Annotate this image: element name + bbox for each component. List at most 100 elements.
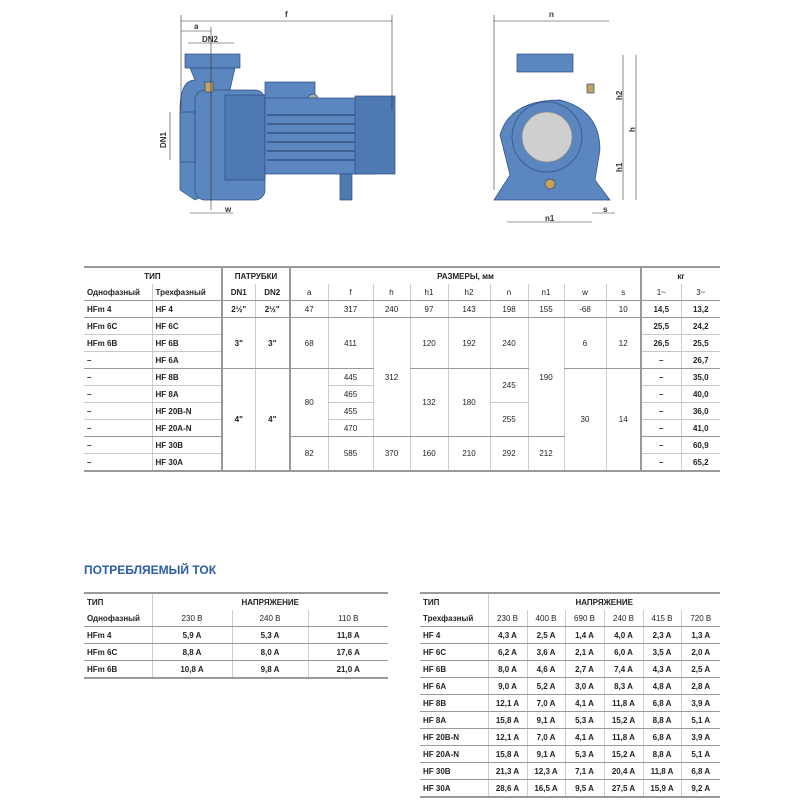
current-cell: 5,3 A	[564, 745, 604, 763]
model-cell: HFm 6C	[84, 643, 152, 661]
cell: HF 8A	[151, 385, 222, 403]
hdr-dn2: DN2	[254, 284, 290, 301]
current-cell: 3,0 A	[564, 677, 604, 695]
cell: 160	[409, 436, 448, 472]
cell: 312	[372, 317, 410, 437]
cell: 465	[327, 385, 373, 403]
dim-w: w	[224, 205, 232, 214]
current-cell: 9,0 A	[487, 677, 527, 695]
hdr-volt: 110 В	[307, 610, 388, 627]
hdr-volt: 240 В	[231, 610, 308, 627]
current-cell: 12,1 A	[487, 694, 527, 712]
model-cell: HF 4	[420, 626, 488, 644]
current-cell: 9,1 A	[526, 745, 565, 763]
current-cell: 21,3 A	[487, 762, 527, 780]
cell: 4"	[221, 368, 255, 472]
current-cell: 12,1 A	[487, 728, 527, 746]
table-row: HF 4 4,3 A 2,5 A 1,4 A 4,0 A 2,3 A 1,3 A	[420, 626, 720, 644]
table-row: HF 30A 28,6 A 16,5 A 9,5 A 27,5 A 15,9 A 9,2 A	[420, 779, 720, 798]
hdr-dims: РАЗМЕРЫ, мм	[289, 267, 641, 284]
model-cell: HF 20B-N	[420, 728, 488, 746]
hdr-dn1: DN1	[221, 284, 255, 301]
pump-drawings: f a DN2 DN1 w n h2 h h1 n1 s	[159, 10, 637, 223]
cell: 97	[409, 300, 448, 318]
current-cell: 15,9 A	[642, 779, 681, 798]
cell: HF 6A	[151, 351, 222, 369]
cell: 120	[409, 317, 448, 369]
hdr-volt: 690 В	[564, 610, 604, 627]
cell: 292	[489, 436, 528, 472]
cell: 155	[527, 300, 564, 318]
section-title: ПОТРЕБЛЯЕМЫЙ ТОК	[84, 563, 217, 577]
hdr-f: f	[327, 284, 373, 301]
cell: 3"	[254, 317, 290, 369]
hdr-h: h	[372, 284, 410, 301]
hdr-three: Трехфазный	[420, 610, 488, 627]
cell: 2½"	[221, 300, 255, 318]
hdr-single: Однофазный	[84, 610, 152, 627]
current-cell: 2,5 A	[526, 626, 565, 644]
hdr-ports: ПАТРУБКИ	[221, 267, 290, 284]
cell: 14	[605, 368, 641, 472]
current-cell: 8,0 A	[487, 660, 527, 678]
hdr-h1: h1	[409, 284, 448, 301]
cell: 210	[447, 436, 490, 472]
current-cell: 4,1 A	[564, 694, 604, 712]
table-row: HFm 6B 10,8 A 9,8 A 21,0 A	[84, 660, 388, 679]
hdr-1ph: 1~	[640, 284, 681, 301]
cell: 4"	[254, 368, 290, 472]
current-cell: 8,8 A	[642, 711, 681, 729]
hdr-volt: 240 В	[603, 610, 643, 627]
current-cell: 5,1 A	[680, 711, 720, 729]
hdr-s: s	[605, 284, 641, 301]
hdr-type: ТИП	[144, 271, 161, 281]
current-cell: 4,6 A	[526, 660, 565, 678]
cell: 411	[327, 317, 373, 369]
cell: –	[640, 436, 681, 454]
current-cell: 15,8 A	[487, 711, 527, 729]
dim-dn1: DN1	[159, 131, 168, 148]
table-row: HF 6A 9,0 A 5,2 A 3,0 A 8,3 A 4,8 A 2,8 A	[420, 677, 720, 695]
current-cell: 5,3 A	[564, 711, 604, 729]
dim-h1: h1	[615, 162, 624, 172]
cell: –	[640, 368, 681, 386]
current-cell: 4,3 A	[642, 660, 681, 678]
cell: –	[84, 419, 152, 437]
table-row: HF 20B-N 12,1 A 7,0 A 4,1 A 11,8 A 6,8 A 3,9 A	[420, 728, 720, 746]
current-cell: 2,0 A	[680, 643, 720, 661]
dim-a: a	[194, 22, 199, 31]
single-phase-current-table: ТИП НАПРЯЖЕНИЕ Однофазный 230 В 240 В 110 В …	[84, 592, 388, 679]
cell: 14,5	[640, 300, 681, 318]
current-cell: 11,8 A	[603, 728, 643, 746]
cell: 212	[527, 436, 564, 472]
hdr-n1: n1	[527, 284, 564, 301]
cell: –	[640, 419, 681, 437]
cell: 198	[489, 300, 528, 318]
cell: 26,7	[680, 351, 720, 369]
cell: 35,0	[680, 368, 720, 386]
cell: –	[84, 436, 152, 454]
cell: HFm 6C	[84, 317, 152, 335]
current-cell: 16,5 A	[526, 779, 565, 798]
cell: HFm 4	[84, 300, 152, 318]
table-row: HF 8B 12,1 A 7,0 A 4,1 A 11,8 A 6,8 A 3,9 A	[420, 694, 720, 712]
dim-n: n	[549, 10, 554, 19]
current-cell: 7,0 A	[526, 694, 565, 712]
dim-h: h	[628, 127, 637, 132]
current-cell: 2,1 A	[564, 643, 604, 661]
current-cell: 4,3 A	[487, 626, 527, 644]
model-cell: HF 8B	[420, 694, 488, 712]
hdr-voltage: НАПРЯЖЕНИЕ	[487, 593, 720, 610]
cell: 30	[563, 368, 606, 472]
hdr-single: Однофазный	[84, 284, 152, 301]
current-cell: 15,2 A	[603, 711, 643, 729]
model-cell: HF 6C	[420, 643, 488, 661]
cell: HF 30A	[151, 453, 222, 472]
cell: 47	[289, 300, 328, 318]
cell: 370	[372, 436, 410, 472]
cell: HF 20B-N	[151, 402, 222, 420]
cell: –	[640, 351, 681, 369]
table-row: HFm 4 5,9 A 5,3 A 11,8 A	[84, 626, 388, 644]
table-row: – HF 8B 4" 4" 80 445 132 180 245 30 14–35,0	[84, 368, 720, 472]
